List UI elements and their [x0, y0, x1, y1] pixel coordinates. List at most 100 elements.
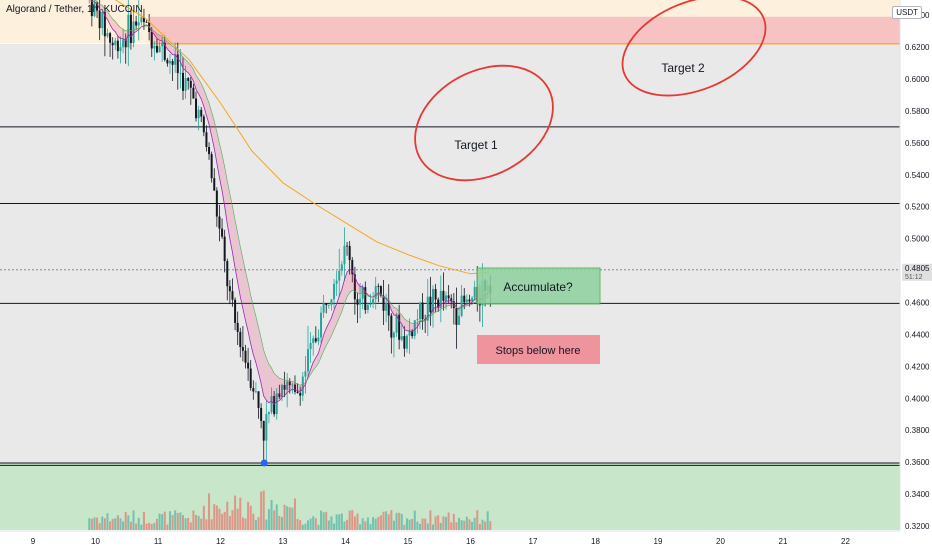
candle-body: [101, 11, 104, 29]
y-tick-label: 0.3800: [905, 426, 930, 435]
x-tick-label: 13: [279, 537, 288, 546]
candle-body: [299, 392, 302, 396]
candle-body: [252, 387, 255, 392]
volume-bar: [434, 516, 437, 530]
volume-bar: [442, 516, 445, 530]
volume-bar: [174, 510, 177, 530]
candle-body: [465, 299, 468, 303]
volume-bar: [382, 511, 385, 530]
candle-body: [353, 274, 356, 300]
x-tick-label: 20: [716, 537, 725, 546]
volume-bar: [202, 505, 205, 530]
candle-body: [265, 414, 268, 441]
volume-bar: [353, 516, 356, 530]
volume-bar: [426, 523, 429, 530]
volume-bar: [140, 524, 143, 530]
candle-body: [296, 391, 299, 393]
volume-bar: [93, 517, 96, 530]
volume-bar: [465, 516, 468, 530]
candle-body: [114, 40, 117, 46]
volume-bar: [296, 518, 299, 530]
volume-bar: [286, 506, 289, 530]
candle-body: [161, 42, 164, 47]
volume-bar: [228, 516, 231, 530]
candle-body: [340, 264, 343, 271]
candle-body: [434, 289, 437, 300]
candle-body: [390, 315, 393, 338]
volume-bar: [325, 511, 328, 530]
x-tick-label: 18: [591, 537, 600, 546]
volume-bar: [421, 518, 424, 530]
candle-body: [215, 190, 218, 217]
target1-circle: [414, 64, 554, 182]
y-tick-label: 0.4000: [905, 394, 930, 403]
candle-body: [473, 286, 476, 298]
volume-bar: [150, 523, 153, 530]
target-zone: [150, 16, 900, 44]
candle-body: [439, 290, 442, 308]
price-badge: [902, 263, 932, 281]
volume-bar: [132, 510, 135, 530]
candle-body: [450, 298, 453, 302]
volume-bar: [379, 515, 382, 530]
candle-body: [228, 286, 231, 292]
candle-body: [122, 39, 125, 48]
candle-body: [416, 319, 419, 321]
volume-bar: [182, 515, 184, 530]
candle-body: [267, 412, 270, 415]
candle-body: [174, 54, 177, 65]
candle-body: [93, 2, 96, 17]
ma-orange-line: [114, 0, 490, 275]
candle-body: [392, 332, 395, 338]
candle-body: [429, 296, 432, 313]
volume-bar: [205, 519, 208, 530]
volume-bar: [481, 519, 484, 530]
x-axis-panel: [0, 531, 932, 550]
x-tick-label: 16: [466, 537, 475, 546]
candle-body: [137, 22, 140, 26]
candle-body: [153, 45, 156, 49]
volume-bar: [158, 513, 161, 530]
candle-body: [445, 295, 448, 301]
x-tick-label: 12: [216, 537, 225, 546]
candle-body: [202, 116, 205, 133]
candle-body: [455, 308, 458, 325]
volume-bar: [395, 512, 398, 530]
price-badge-countdown: 51:12: [905, 274, 923, 281]
currency-badge[interactable]: USDT: [892, 6, 922, 19]
candle-body: [335, 280, 338, 284]
volume-bar: [455, 522, 458, 530]
candle-body: [374, 286, 377, 300]
candle-body: [249, 368, 252, 388]
volume-bar: [359, 524, 362, 530]
y-tick-label: 0.4600: [905, 299, 930, 308]
volume-bar: [88, 518, 91, 530]
volume-bar: [351, 510, 354, 530]
volume-bars: [88, 490, 492, 530]
volume-bar: [291, 507, 294, 530]
x-tick-label: 14: [341, 537, 350, 546]
y-tick-label: 0.5400: [905, 171, 930, 180]
y-tick-label: 0.5800: [905, 107, 930, 116]
candle-body: [398, 314, 401, 340]
volume-bar: [348, 510, 351, 530]
candle-body: [369, 304, 372, 305]
candle-body: [127, 14, 130, 48]
candle-body: [403, 336, 406, 349]
candle-body: [452, 301, 455, 309]
volume-bar: [312, 516, 315, 530]
stops-box: [477, 335, 600, 364]
volume-bar: [223, 511, 226, 530]
candle-body: [257, 391, 260, 408]
volume-bar: [356, 513, 359, 530]
volume-bar: [119, 518, 122, 530]
volume-bar: [452, 513, 455, 530]
volume-bar: [116, 515, 119, 530]
volume-bar: [340, 513, 343, 530]
volume-bar: [408, 519, 411, 530]
volume-bar: [101, 516, 104, 530]
accumulate-box: [476, 267, 601, 305]
volume-bar: [124, 511, 127, 530]
candle-body: [356, 299, 359, 305]
y-tick-label: 0.5200: [905, 203, 930, 212]
